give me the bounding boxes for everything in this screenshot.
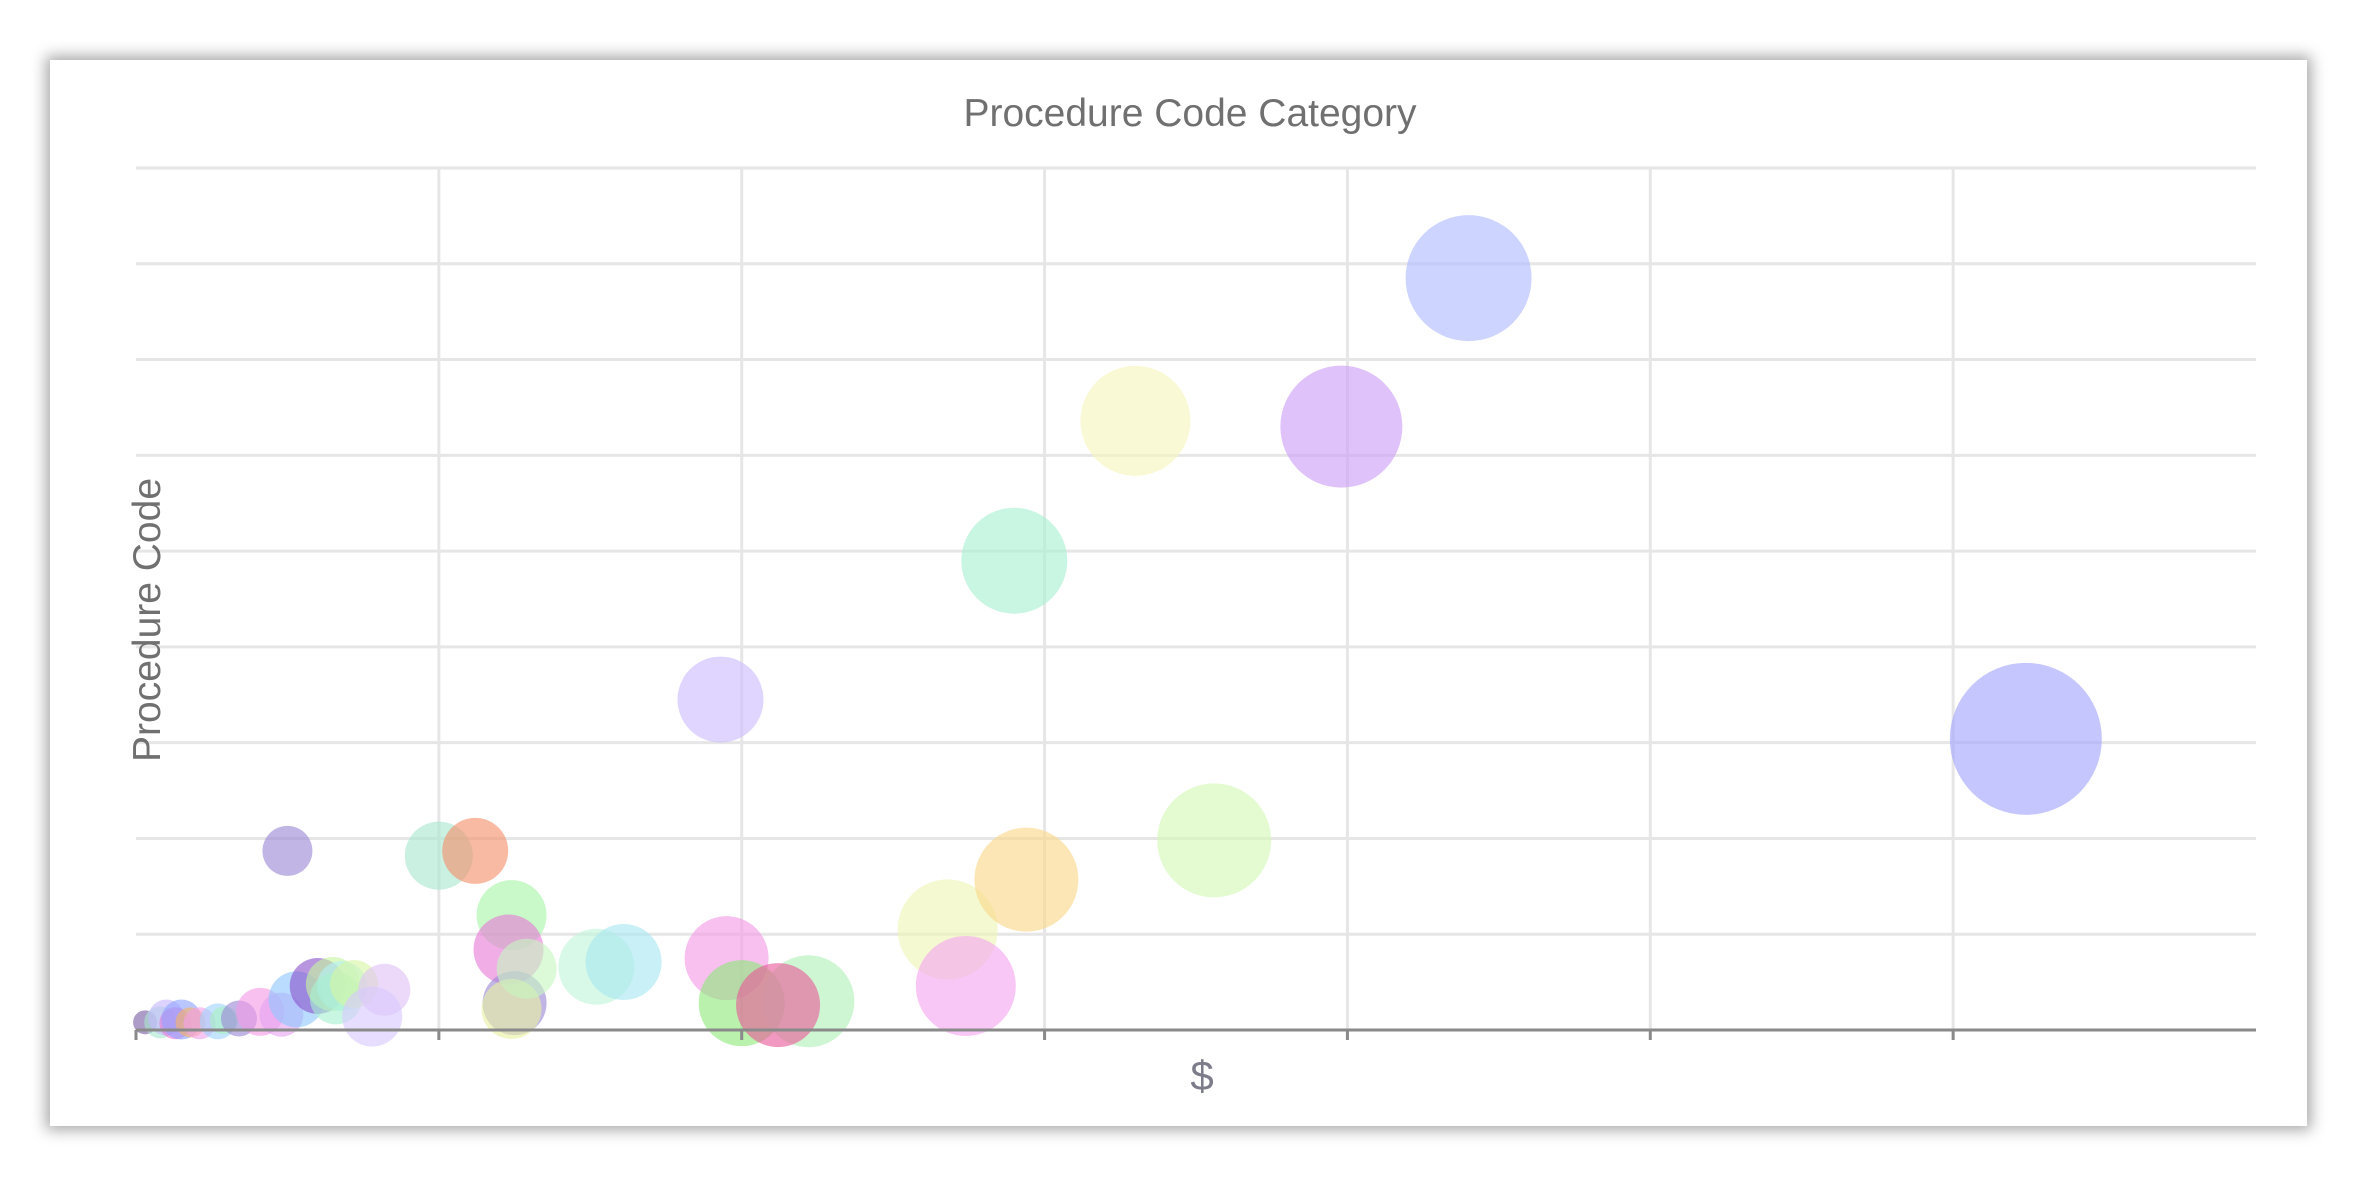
chart-title: Procedure Code Category (963, 92, 1417, 135)
bubble-point[interactable] (677, 656, 764, 743)
bubble-point[interactable] (1405, 215, 1532, 342)
axis-layer (134, 1028, 2256, 1040)
bubble-point[interactable] (1157, 783, 1272, 898)
grid-layer (136, 166, 2256, 1030)
bubble-point[interactable] (585, 923, 662, 1000)
bubble-point[interactable] (961, 507, 1068, 614)
bubble-point[interactable] (1949, 662, 2102, 815)
bubble-point[interactable] (1280, 365, 1403, 488)
bubble-point[interactable] (342, 986, 403, 1047)
bubble-point[interactable] (974, 827, 1079, 932)
bubble-point[interactable] (262, 825, 313, 876)
bubble-point[interactable] (915, 935, 1016, 1036)
chart-card: Procedure Code Category $ Procedure Code (50, 60, 2307, 1126)
bubble-layer (133, 215, 2102, 1048)
bubble-point[interactable] (496, 938, 557, 999)
x-axis-label: $ (1190, 1052, 1213, 1099)
y-axis-label: Procedure Code (126, 478, 169, 762)
bubble-point[interactable] (442, 817, 509, 884)
bubble-point[interactable] (1080, 365, 1191, 476)
bubble-point[interactable] (736, 963, 821, 1048)
bubble-chart: Procedure Code Category $ Procedure Code (126, 92, 2256, 1099)
